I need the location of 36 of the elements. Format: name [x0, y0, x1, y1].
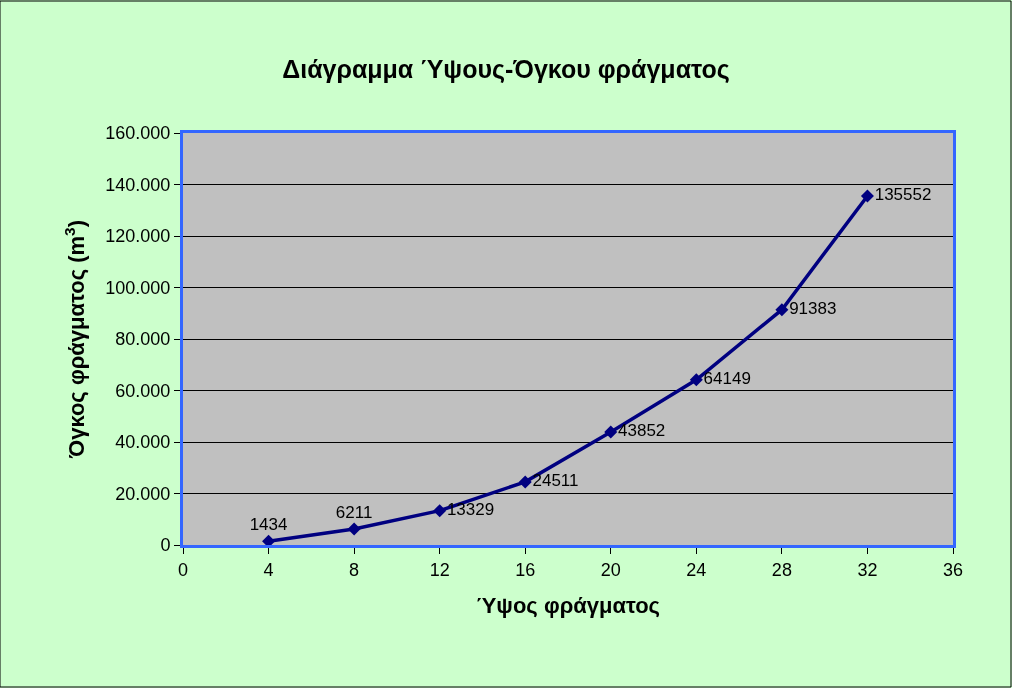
x-tick-label: 4: [263, 559, 274, 580]
x-tick-label: 28: [771, 559, 792, 580]
x-tick-label: 20: [600, 559, 621, 580]
x-tick-label: 0: [177, 559, 189, 580]
point: [604, 425, 618, 439]
y-tick-label: 60.000: [115, 380, 171, 401]
data-label: 1434: [249, 514, 288, 534]
data-label: 43852: [618, 421, 666, 441]
data-label: 135552: [874, 185, 932, 205]
point: [518, 475, 532, 489]
x-tick-label: 16: [515, 559, 536, 580]
point: [433, 504, 447, 518]
data-label: 6211: [335, 502, 373, 522]
chart-title: Διάγραμμα Ύψους-Όγκου φράγματος: [282, 54, 730, 84]
point: [775, 303, 789, 317]
data-label: 13329: [446, 499, 495, 519]
x-axis-title: Ύψος φράγματος: [475, 593, 661, 619]
data-label: 64149: [703, 369, 751, 389]
y-tick-label: 80.000: [115, 329, 171, 350]
x-tick-label: 24: [686, 559, 707, 580]
y-tick-label: 140.000: [105, 174, 171, 195]
data-label: 24511: [532, 471, 579, 491]
x-tick-label: 32: [857, 559, 878, 580]
y-tick-label: 160.000: [105, 123, 171, 144]
y-tick-label: 20.000: [115, 483, 171, 504]
point: [347, 522, 361, 536]
y-tick-label: 120.000: [105, 226, 171, 247]
y-tick-label: 0: [160, 535, 171, 556]
x-tick-label: 12: [429, 559, 450, 580]
point: [689, 373, 703, 387]
point: [860, 189, 874, 203]
x-tick-label: 8: [349, 559, 360, 580]
y-tick-label: 100.000: [105, 277, 171, 298]
data-label: 91383: [789, 298, 837, 318]
y-tick-label: 40.000: [115, 432, 171, 453]
x-tick-label: 36: [942, 559, 964, 580]
